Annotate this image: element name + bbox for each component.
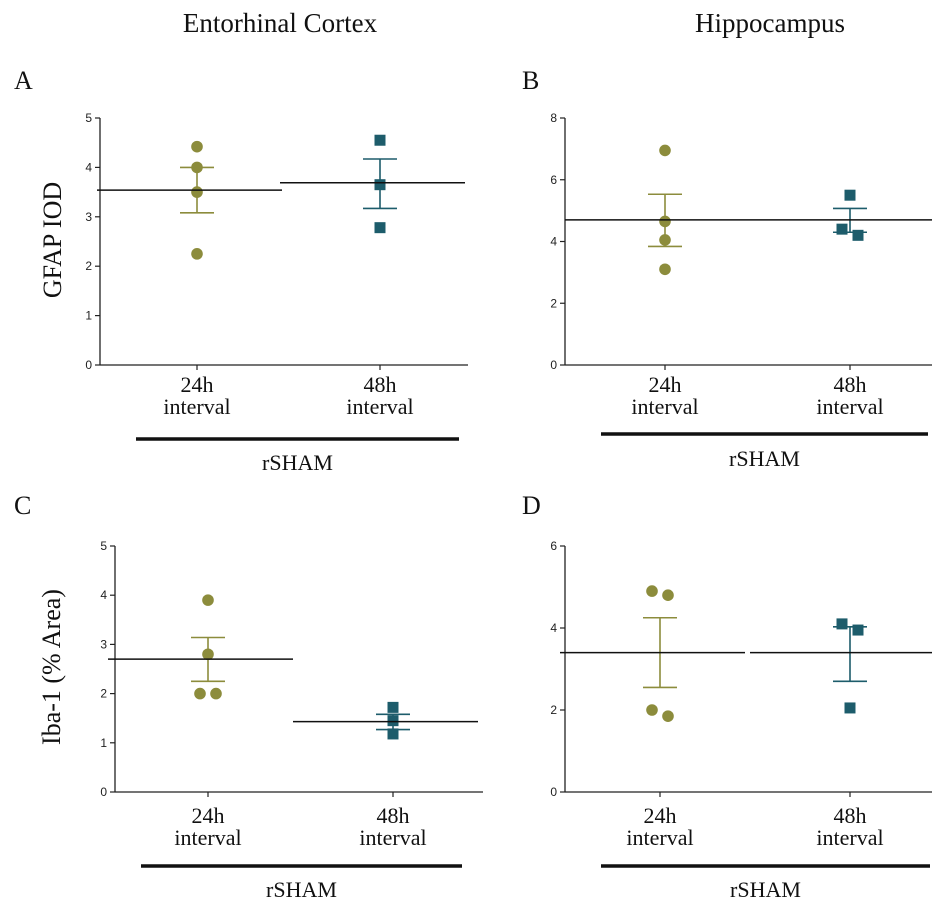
y-tick-label: 6 [550,173,557,187]
y-tick-label: 5 [100,539,107,553]
y-tick-label: 4 [85,160,92,174]
x-category-label: interval [816,394,883,419]
panel-label-a: A [14,66,33,95]
data-point-48h [844,702,856,714]
data-point-24h [646,585,658,597]
x-category-label: 48h [377,803,410,828]
data-point-24h [662,710,674,722]
data-point-48h [844,189,856,201]
panel-label-d: D [522,491,541,520]
y-tick-label: 5 [85,111,92,125]
x-category-label: interval [816,825,883,850]
y-tick-label: 4 [100,588,107,602]
y-tick-label: 3 [85,210,92,224]
data-point-48h [836,618,848,630]
data-point-24h [659,215,671,228]
y-tick-label: 4 [550,235,557,249]
x-category-label: interval [359,825,426,850]
data-point-24h [202,648,214,661]
y-tick-label: 2 [100,687,107,701]
x-category-label: 24h [644,803,677,828]
x-category-label: 24h [192,803,225,828]
column-title-entorhinal: Entorhinal Cortex [182,8,378,38]
data-point-24h [646,704,658,716]
x-category-label: 24h [181,372,214,397]
data-point-48h [836,223,848,235]
data-point-24h [194,687,206,700]
y-tick-label: 4 [550,621,557,635]
x-category-label: interval [163,394,230,419]
column-title-hippocampus: Hippocampus [695,8,845,38]
y-tick-label: 0 [100,785,107,799]
data-point-24h [662,589,674,601]
y-tick-label: 2 [550,296,557,310]
group-label: rSHAM [730,877,801,902]
data-point-24h [210,687,222,700]
data-point-48h [387,728,399,740]
y-tick-label: 8 [550,111,557,125]
data-point-24h [191,140,203,153]
x-category-label: interval [626,825,693,850]
y-tick-label: 0 [550,358,557,372]
data-point-48h [852,229,864,241]
group-label: rSHAM [729,446,800,471]
y-tick-label: 3 [100,637,107,651]
y-tick-label: 1 [100,736,107,750]
group-label: rSHAM [266,877,337,902]
data-point-24h [659,263,671,276]
y-tick-label: 0 [85,358,92,372]
y-tick-label: 2 [85,259,92,273]
data-point-48h [387,701,399,713]
group-label: rSHAM [262,450,333,475]
y-tick-label: 2 [550,703,557,717]
panel-label-c: C [14,491,32,520]
panel-label-b: B [522,66,540,95]
data-point-48h [374,134,386,146]
data-point-24h [191,161,203,174]
data-point-48h [374,179,386,191]
data-point-48h [374,222,386,234]
y-tick-label: 1 [85,309,92,323]
x-category-label: 24h [649,372,682,397]
y-tick-label: 6 [550,539,557,553]
data-point-24h [659,144,671,157]
data-point-48h [387,715,399,727]
x-category-label: 48h [364,372,397,397]
data-point-24h [202,594,214,606]
x-category-label: 48h [834,372,867,397]
data-point-24h [191,248,203,260]
data-point-48h [852,624,864,636]
x-category-label: 48h [834,803,867,828]
x-category-label: interval [174,825,241,850]
x-category-label: interval [631,394,698,419]
y-tick-label: 0 [550,785,557,799]
data-point-24h [659,234,671,246]
x-category-label: interval [346,394,413,419]
data-point-24h [191,186,203,198]
